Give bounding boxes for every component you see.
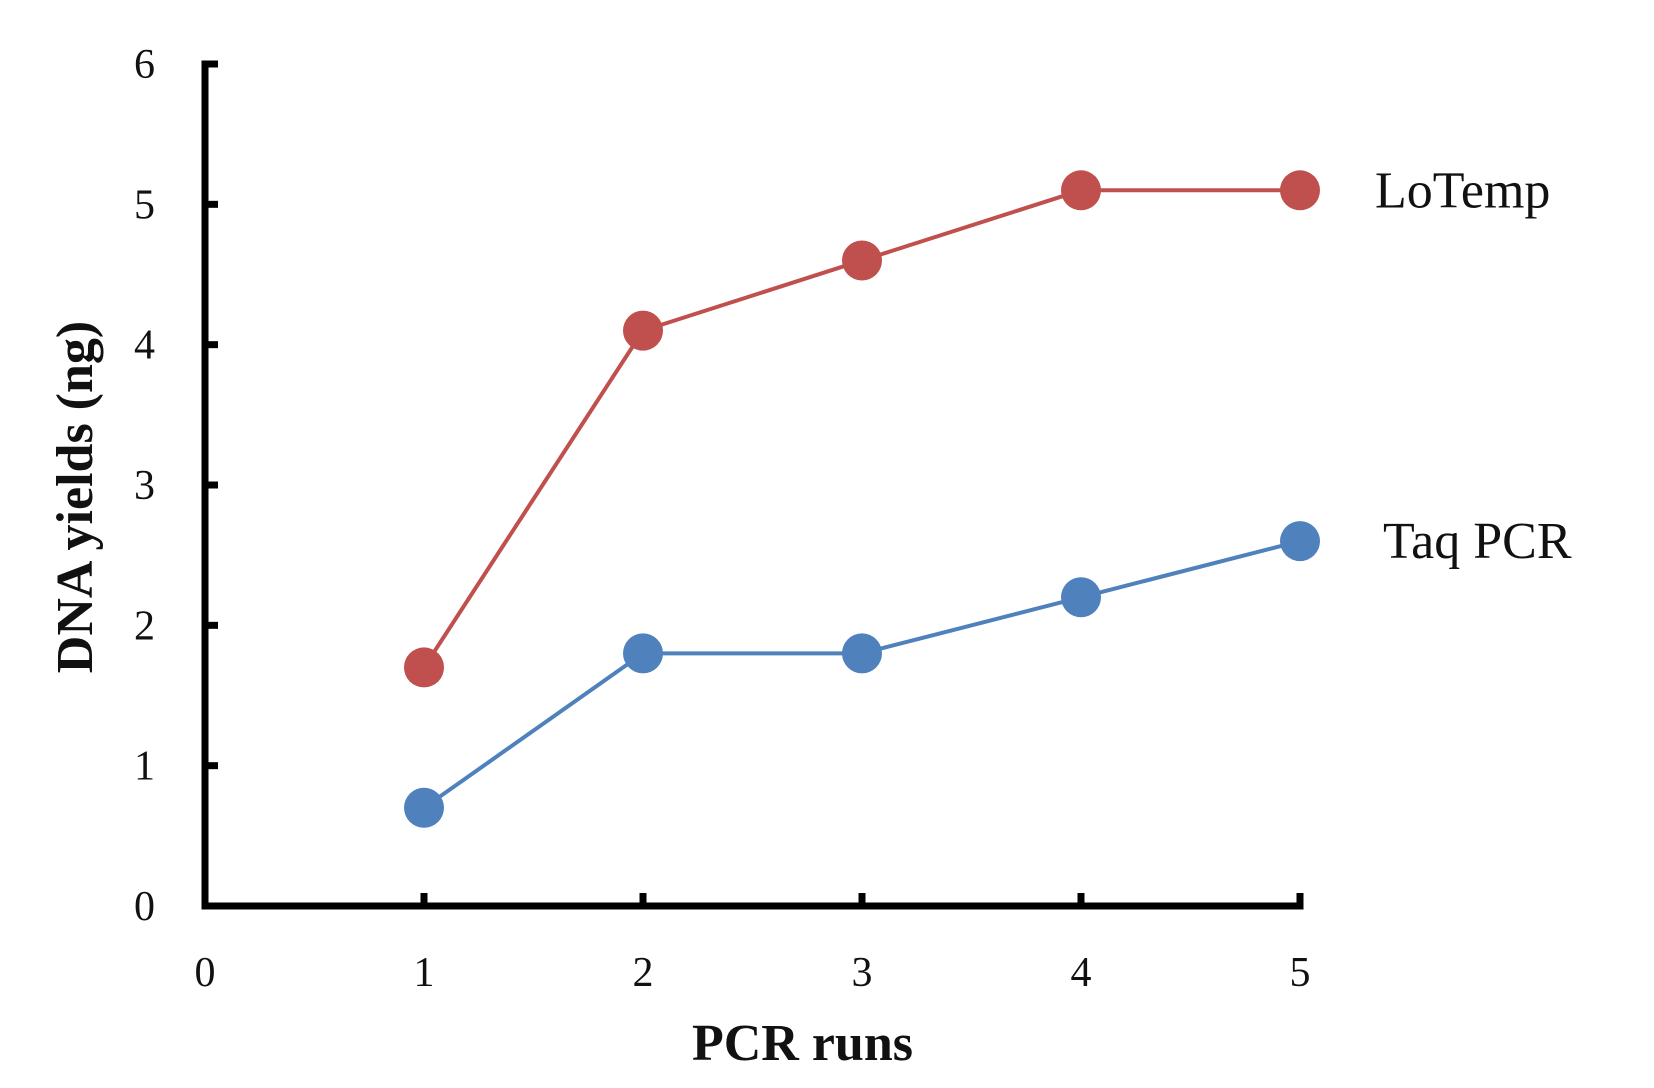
data-point: [623, 633, 663, 674]
series-lotemp: LoTemp: [404, 162, 1550, 688]
series-label: Taq PCR: [1383, 513, 1572, 570]
data-point: [1280, 170, 1320, 211]
data-point: [623, 310, 663, 351]
y-tick-label: 6: [134, 42, 155, 88]
series-label: LoTemp: [1375, 162, 1550, 219]
y-tick-label: 2: [134, 603, 155, 649]
y-tick-label: 1: [134, 744, 155, 790]
series-taq-pcr: Taq PCR: [404, 513, 1572, 828]
data-point: [404, 647, 444, 688]
x-axis-title: PCR runs: [692, 1015, 913, 1072]
x-tick-label: 0: [195, 950, 216, 996]
data-point: [1061, 170, 1101, 211]
y-tick-label: 0: [134, 884, 155, 930]
x-tick-label: 2: [633, 950, 654, 996]
y-tick-label: 3: [134, 463, 155, 509]
x-tick-label: 5: [1290, 950, 1311, 996]
y-axis-title: DNA yields (ng): [47, 321, 104, 673]
data-point: [404, 787, 444, 828]
data-point: [842, 633, 882, 674]
y-ticks: 0 1 2 3 4 5 6: [134, 42, 218, 930]
series-layer: LoTemp Taq PCR: [404, 162, 1572, 828]
x-ticks: 0 1 2 3 4 5: [195, 893, 1311, 996]
x-tick-label: 3: [852, 950, 873, 996]
y-tick-label: 5: [134, 182, 155, 228]
x-tick-label: 4: [1071, 950, 1092, 996]
data-point: [1280, 521, 1320, 562]
y-tick-label: 4: [134, 323, 155, 369]
data-point: [1061, 577, 1101, 618]
x-tick-label: 1: [414, 950, 435, 996]
series-line: [422, 539, 1301, 810]
data-point: [842, 240, 882, 281]
